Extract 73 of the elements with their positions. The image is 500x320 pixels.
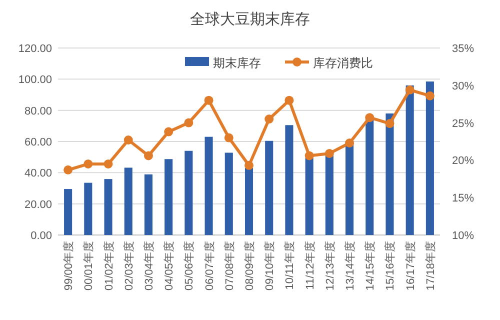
point [365,113,374,122]
x-tick-label: 04/05年度 [162,241,176,291]
x-tick-label: 99/00年度 [62,241,76,291]
y-tick-label: 80.00 [24,105,52,118]
point [64,165,73,174]
point [425,91,434,100]
point [224,133,234,142]
x-tick-label: 07/08年度 [222,241,236,291]
point [184,118,194,128]
y2-tick-label: 20% [452,155,474,168]
point [304,151,314,160]
x-tick-label: 08/09年度 [243,241,256,291]
point [124,136,133,145]
x-tick-label: 06/07年度 [202,241,216,291]
point [104,159,113,168]
chart-title: 全球大豆期末库存 [190,11,310,28]
bar [64,189,72,235]
x-tick-label: 09/10年度 [263,241,276,291]
y2-tick-label: 35% [452,43,474,55]
bar [144,174,152,235]
x-tick-label: 02/03年度 [122,241,136,291]
bar [346,143,354,235]
point [264,114,274,124]
bar [124,168,132,235]
y-tick-label: 100.00 [18,74,52,86]
point [324,148,334,158]
bar [104,179,112,235]
y-tick-label: 40.00 [24,168,52,180]
x-tick-label: 14/15年度 [364,241,377,291]
point [84,159,93,168]
bar [305,158,314,235]
y-tick-label: 120.00 [18,43,52,55]
point [345,138,354,148]
x-tick-label: 15/16年度 [384,241,397,291]
x-tick-label: 12/13年度 [323,241,336,291]
point [385,119,394,128]
x-tick-label: 03/04年度 [142,241,156,291]
point [164,127,174,136]
point [244,160,254,170]
bar [285,125,294,235]
y2-tick-label: 10% [452,230,474,242]
bar [426,82,434,235]
bar [386,113,394,235]
y-tick-label: 0.00 [30,230,52,242]
x-tick-label: 13/14年度 [344,241,357,291]
y2-tick-label: 30% [452,80,474,92]
bar [406,85,414,235]
legend-label: 期末库存 [213,56,261,70]
point [405,85,414,94]
x-tick-label: 17/18年度 [424,241,437,291]
y-tick-label: 60.00 [24,136,52,148]
x-tick-label: 11/12年度 [303,241,316,290]
bar [164,159,173,235]
bar [265,140,274,235]
x-tick-label: 10/11年度 [283,241,296,290]
y2-tick-label: 15% [452,192,474,205]
bar [184,150,193,235]
y2-tick-label: 25% [452,118,474,130]
y-tick-label: 20.00 [24,198,52,211]
legend-label: 库存消费比 [313,56,373,70]
point [284,96,294,105]
bar [224,152,233,235]
bar [325,153,334,235]
bar [84,182,92,235]
bar [366,118,374,235]
bar [204,136,213,235]
bar [244,168,254,235]
point [144,151,153,160]
x-tick-label: 05/06年度 [182,241,196,291]
x-tick-label: 16/17年度 [404,241,417,291]
point [204,96,214,105]
x-tick-label: 01/02年度 [102,241,116,291]
x-tick-label: 00/01年度 [82,241,96,291]
